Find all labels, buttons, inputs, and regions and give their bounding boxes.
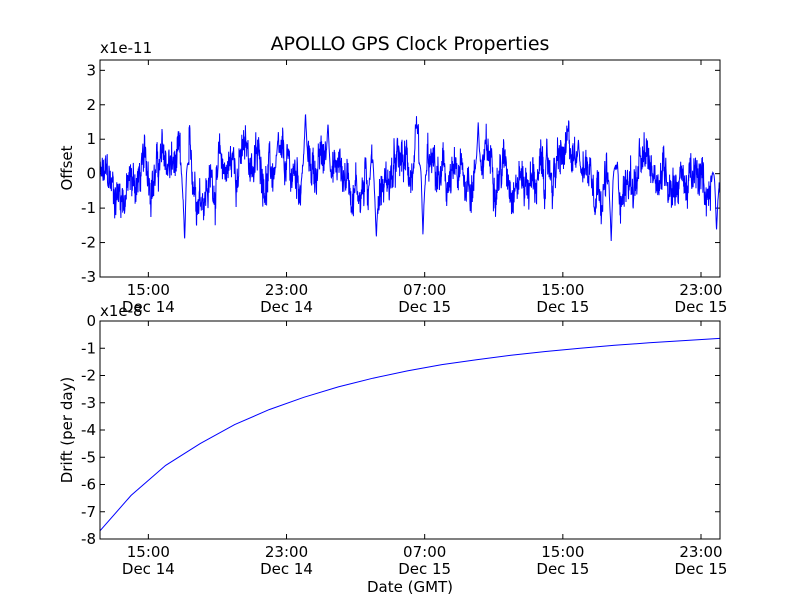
offset-y-ticks: -3 -2 -1 0 1 2 3: [81, 61, 720, 286]
drift-y-tick-label: -8: [81, 530, 96, 548]
offset-y-tick-label: 3: [86, 61, 96, 79]
drift-panel: x1e-8 Drift (per day) -8-7-6-5-4-3-2-10 …: [58, 302, 727, 596]
offset-x-tick-date: Dec 15: [398, 298, 451, 316]
offset-y-label: Offset: [58, 145, 76, 190]
drift-x-tick-time: 15:00: [541, 543, 584, 561]
offset-x-tick-time: 15:00: [127, 281, 170, 299]
drift-x-tick-time: 23:00: [265, 543, 308, 561]
drift-x-tick-time: 07:00: [403, 543, 446, 561]
offset-x-tick-time: 23:00: [679, 281, 722, 299]
drift-y-tick-label: -3: [81, 394, 96, 412]
drift-x-tick-date: Dec 14: [260, 560, 313, 578]
offset-x-tick-date: Dec 14: [260, 298, 313, 316]
drift-y-tick-label: -5: [81, 448, 96, 466]
offset-plot-frame: [99, 59, 721, 278]
offset-x-tick-time: 15:00: [541, 281, 584, 299]
drift-y-multiplier: x1e-8: [100, 302, 143, 320]
drift-plot-frame: [99, 320, 721, 540]
drift-x-tick-date: Dec 15: [675, 560, 728, 578]
drift-y-label: Drift (per day): [58, 377, 76, 484]
drift-x-tick-date: Dec 14: [122, 560, 175, 578]
chart-title: APOLLO GPS Clock Properties: [271, 33, 550, 55]
offset-y-multiplier: x1e-11: [100, 39, 152, 57]
drift-y-tick-label: -7: [81, 503, 96, 521]
drift-x-tick-time: 23:00: [679, 543, 722, 561]
drift-y-tick-label: -6: [81, 476, 96, 494]
offset-y-tick-label: -3: [81, 268, 96, 286]
drift-y-tick-label: 0: [86, 312, 96, 330]
drift-y-ticks: -8 -7 -6 -5 -4 -3 -2 -1 0: [81, 312, 720, 548]
drift-y-tick-label: -2: [81, 367, 96, 385]
drift-x-tick-date: Dec 15: [398, 560, 451, 578]
offset-x-tick-date: Dec 15: [536, 298, 589, 316]
drift-series-line: [99, 337, 721, 532]
offset-y-tick-label: -2: [81, 234, 96, 252]
offset-y-tick-label: 2: [86, 96, 96, 114]
drift-x-label: Date (GMT): [367, 578, 453, 596]
drift-x-tick-date: Dec 15: [536, 560, 589, 578]
offset-y-tick-label: 0: [86, 165, 96, 183]
drift-y-tick-label: -4: [81, 421, 96, 439]
drift-y-tick-label: -1: [81, 339, 96, 357]
offset-x-tick-time: 23:00: [265, 281, 308, 299]
offset-y-tick-label: 1: [86, 130, 96, 148]
offset-x-tick-date: Dec 14: [122, 298, 175, 316]
offset-x-tick-time: 07:00: [403, 281, 446, 299]
offset-y-tick-label: -1: [81, 199, 96, 217]
offset-x-tick-date: Dec 15: [675, 298, 728, 316]
offset-series-line: [99, 113, 721, 242]
drift-x-tick-time: 15:00: [127, 543, 170, 561]
